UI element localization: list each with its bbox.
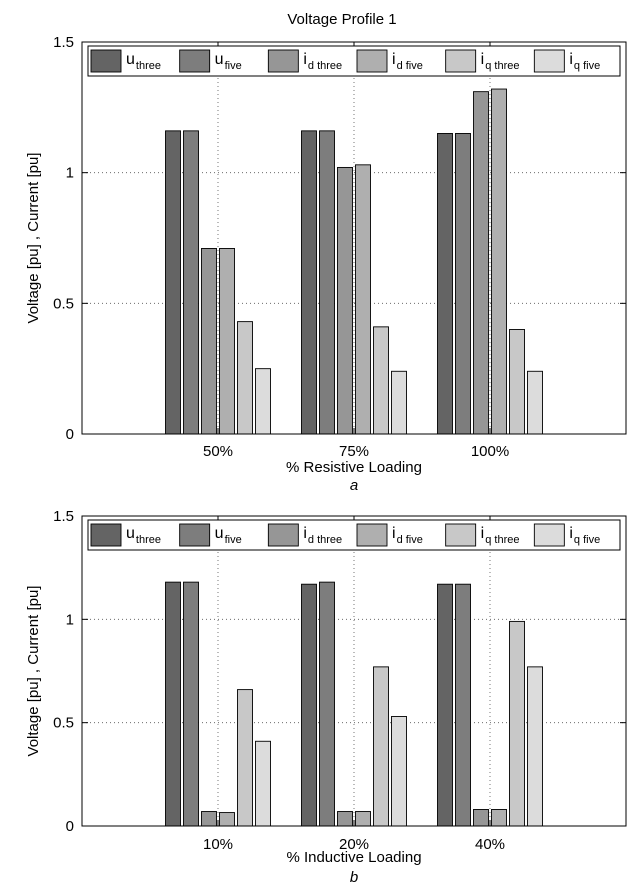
x-tick-label: 50%	[203, 443, 233, 460]
bar	[301, 130, 317, 435]
bar	[255, 368, 271, 435]
figure-title: Voltage Profile 1	[287, 11, 396, 28]
x-tick-label: 10%	[203, 836, 233, 853]
legend-swatch	[533, 49, 565, 73]
legend-swatch	[267, 523, 299, 547]
x-tick-label: 75%	[339, 443, 369, 460]
bar	[165, 130, 181, 435]
bar	[337, 811, 353, 827]
legend-box	[87, 45, 621, 77]
bar	[355, 811, 371, 827]
x-tick-label: 20%	[339, 836, 369, 853]
legend-swatch	[179, 523, 211, 547]
bar	[237, 689, 253, 827]
subfigure-label: a	[350, 477, 358, 494]
x-axis-label: % Inductive Loading	[286, 849, 421, 866]
y-axis-label: Voltage [pu] , Current [pu]	[25, 586, 42, 757]
bar	[455, 583, 471, 827]
bar	[183, 130, 199, 435]
bar	[491, 809, 507, 827]
bar	[473, 809, 489, 827]
legend-swatch	[533, 523, 565, 547]
bar	[201, 811, 217, 827]
legend-entry-label: ufive	[215, 525, 242, 546]
bar	[301, 583, 317, 827]
bar	[391, 716, 407, 827]
axes-frame	[81, 41, 627, 435]
legend-swatch	[179, 49, 211, 73]
subfigure-label: b	[350, 869, 358, 886]
bar	[355, 164, 371, 435]
legend-swatch	[267, 49, 299, 73]
legend: uthree ufive id three id five iq three iq fiv…	[87, 519, 621, 551]
bar	[319, 581, 335, 827]
bar	[219, 812, 235, 827]
y-tick-label: 1.5	[53, 508, 74, 525]
bar	[237, 321, 253, 435]
y-tick-label: 1.5	[53, 34, 74, 51]
bar	[437, 133, 453, 435]
bar	[527, 666, 543, 827]
y-tick-label: 0.5	[53, 295, 74, 312]
bar	[219, 248, 235, 435]
bar	[201, 248, 217, 435]
bar	[183, 581, 199, 827]
y-tick-label: 0	[66, 426, 74, 443]
bar	[509, 620, 525, 827]
legend-box	[87, 519, 621, 551]
legend-swatch	[90, 49, 122, 73]
y-tick-label: 1	[66, 165, 74, 182]
legend-swatch	[445, 523, 477, 547]
bar	[455, 133, 471, 435]
legend-swatch	[356, 523, 388, 547]
bar	[509, 329, 525, 435]
bar	[165, 581, 181, 827]
legend-swatch	[445, 49, 477, 73]
x-tick-label: 40%	[475, 836, 505, 853]
bar	[437, 583, 453, 827]
plot-area	[82, 516, 626, 826]
y-tick-label: 1	[66, 611, 74, 628]
bar	[473, 91, 489, 435]
bar	[255, 740, 271, 827]
axes-frame	[81, 515, 627, 827]
y-tick-label: 0	[66, 818, 74, 835]
bar	[391, 370, 407, 435]
legend: uthree ufive id three id five iq three iq fiv…	[87, 45, 621, 77]
x-axis-label: % Resistive Loading	[286, 459, 422, 476]
chart-panel-b: 0 0.5 1 1.5 10% 20% 40% uthree ufive id three id f…	[25, 508, 627, 886]
bar	[373, 666, 389, 827]
x-tick-label: 100%	[471, 443, 509, 460]
bar	[527, 370, 543, 435]
legend-swatch	[90, 523, 122, 547]
chart-panel-a: 0 0.5 1 1.5 50% 75% 100% uthree ufive id three id …	[25, 34, 627, 494]
bar	[373, 326, 389, 435]
legend-swatch	[356, 49, 388, 73]
bar	[319, 130, 335, 435]
y-tick-label: 0.5	[53, 715, 74, 732]
y-axis-label: Voltage [pu] , Current [pu]	[25, 153, 42, 324]
bar	[491, 88, 507, 435]
bar	[337, 166, 353, 435]
